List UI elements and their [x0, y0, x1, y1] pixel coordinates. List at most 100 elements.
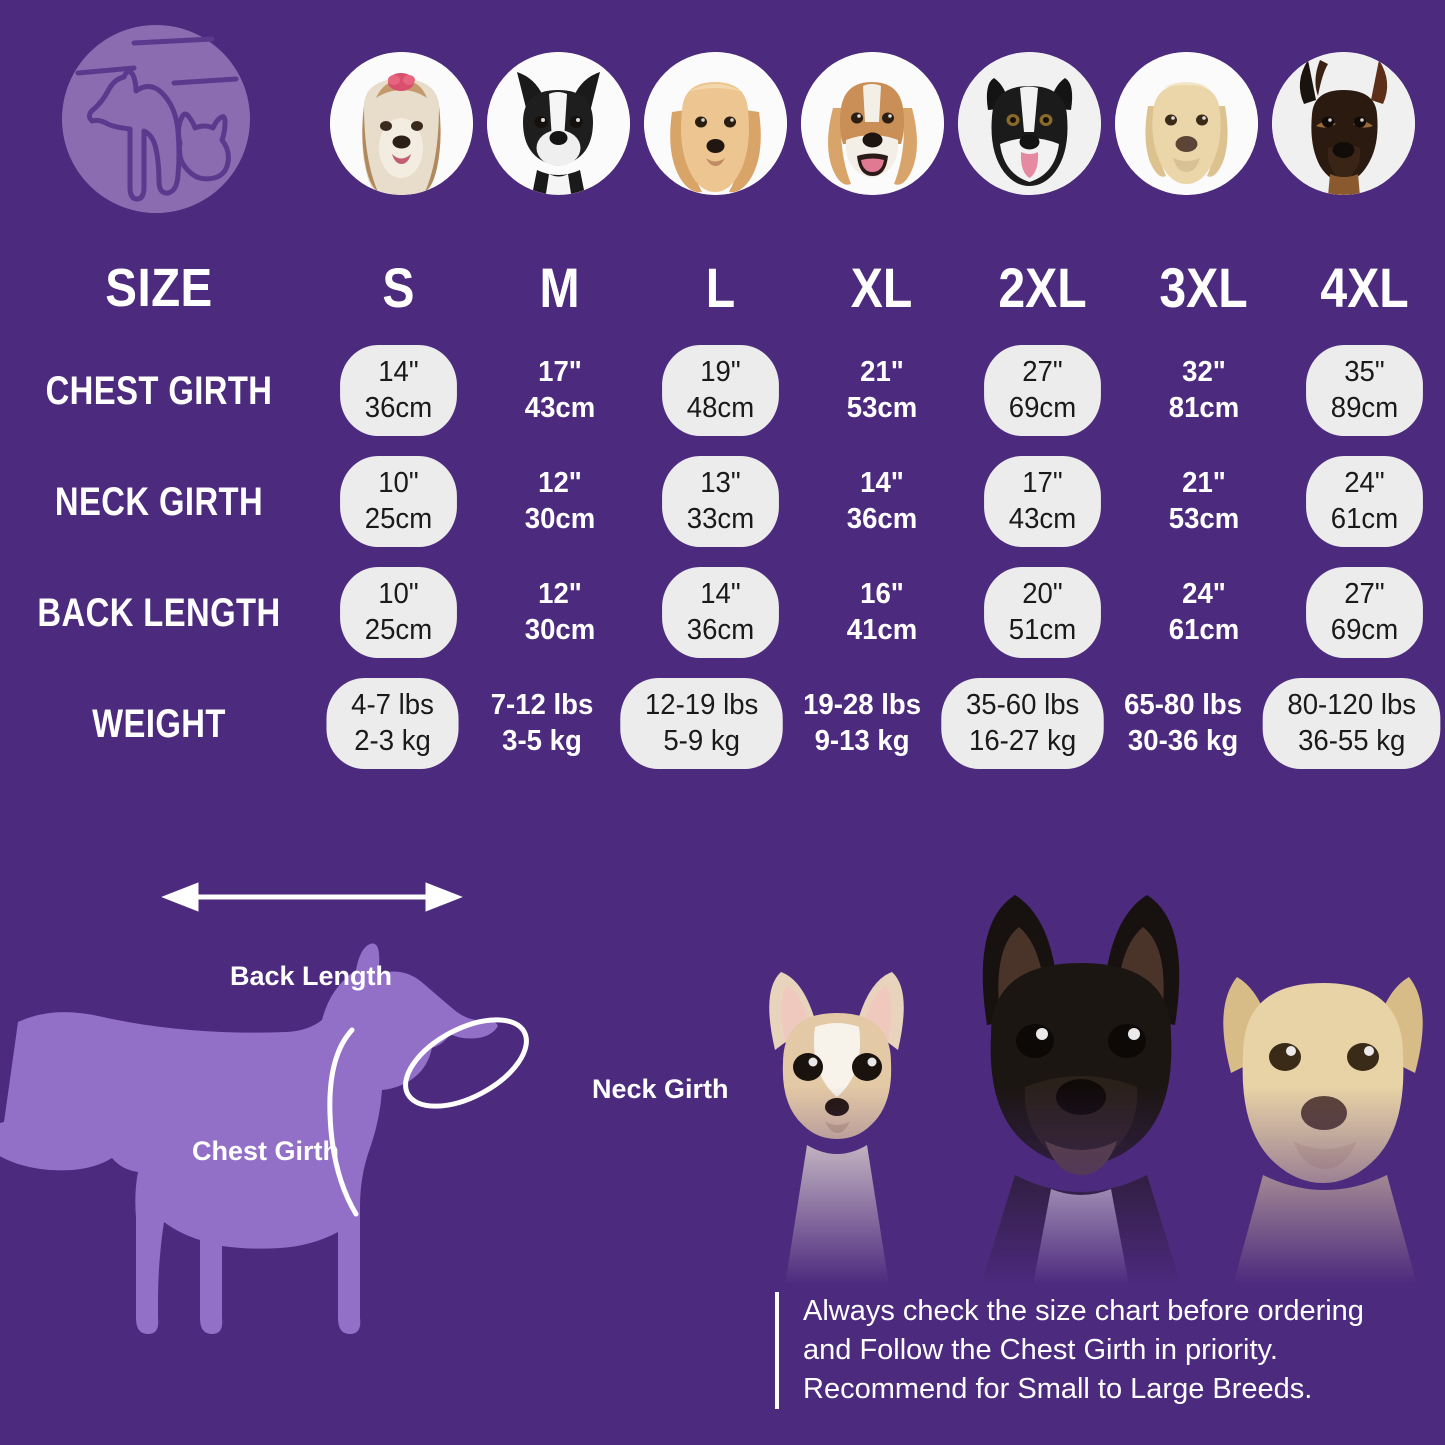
row-label-back-length: BACK LENGTH [37, 590, 281, 635]
table-row: WEIGHT 4-7 lbs 2-3 kg 7-12 lbs 3-5 kg 12… [0, 668, 1445, 779]
value-imperial: 12-19 lbs [645, 689, 759, 722]
value-imperial: 65-80 lbs [1123, 689, 1242, 722]
cell-neck-girth-xl: 14" 36cm [801, 456, 962, 547]
table-row: CHEST GIRTH 14" 36cm 17" 43cm 19" 48cm 2… [0, 335, 1445, 446]
breed-photo-beagle [801, 51, 944, 195]
value-metric: 9-13 kg [814, 724, 910, 757]
cell-chest-girth-2xl: 27" 69cm [962, 345, 1123, 436]
row-label-weight: WEIGHT [92, 701, 226, 746]
breed-photo-shih-tzu [330, 51, 473, 195]
column-header-m: M [539, 255, 580, 319]
cell-weight-l: 12-19 lbs 5-9 kg [616, 678, 787, 769]
table-row: NECK GIRTH 10" 25cm 12" 30cm 13" 33cm 14… [0, 446, 1445, 557]
diagram-label-chest-girth: Chest Girth [192, 1136, 340, 1166]
cell-chest-girth-m: 17" 43cm [479, 345, 640, 436]
dog-cat-logo-icon [62, 25, 250, 213]
value-imperial: 32" [1181, 356, 1226, 389]
value-imperial: 14" [859, 467, 904, 500]
value-imperial: 27" [1022, 356, 1063, 389]
column-header-s: S [382, 255, 415, 319]
breed-photo-boston-terrier [487, 51, 630, 195]
value-imperial: 24" [1181, 578, 1226, 611]
breed-photo-labrador-retriever [1115, 51, 1258, 195]
cell-chest-girth-3xl: 32" 81cm [1123, 345, 1284, 436]
value-metric: 25cm [364, 502, 433, 535]
cell-chest-girth-4xl: 35" 89cm [1284, 345, 1445, 436]
value-metric: 43cm [1008, 502, 1077, 535]
diagram-label-back-length: Back Length [230, 961, 393, 991]
size-corner-label: SIZE [105, 257, 213, 318]
value-metric: 33cm [686, 502, 755, 535]
cell-back-length-2xl: 20" 51cm [962, 567, 1123, 658]
value-imperial: 19-28 lbs [803, 689, 922, 722]
cell-weight-3xl: 65-80 lbs 30-36 kg [1108, 678, 1257, 769]
value-imperial: 4-7 lbs [351, 689, 434, 722]
note-line-2: and Follow the Chest Girth in priority. [803, 1333, 1278, 1366]
value-metric: 53cm [846, 391, 917, 424]
value-imperial: 20" [1022, 578, 1063, 611]
measurement-diagram [0, 840, 760, 1400]
cell-weight-2xl: 35-60 lbs 16-27 kg [937, 678, 1108, 769]
cell-neck-girth-l: 13" 33cm [640, 456, 801, 547]
value-metric: 36cm [846, 502, 917, 535]
cell-chest-girth-s: 14" 36cm [318, 345, 479, 436]
value-imperial: 14" [378, 356, 419, 389]
top-bar [0, 0, 1445, 230]
value-imperial: 10" [378, 578, 419, 611]
cell-neck-girth-2xl: 17" 43cm [962, 456, 1123, 547]
value-imperial: 27" [1344, 578, 1385, 611]
column-header-3xl: 3XL [1159, 255, 1248, 319]
value-metric: 69cm [1330, 613, 1399, 646]
value-metric: 53cm [1168, 502, 1239, 535]
breed-photo-doberman-pinscher [1272, 51, 1415, 195]
column-header-l: L [705, 255, 736, 319]
value-imperial: 12" [537, 467, 582, 500]
value-imperial: 24" [1344, 467, 1385, 500]
value-imperial: 21" [1181, 467, 1226, 500]
value-imperial: 7-12 lbs [490, 689, 594, 722]
value-imperial: 35" [1344, 356, 1385, 389]
cell-neck-girth-m: 12" 30cm [479, 456, 640, 547]
cell-back-length-xl: 16" 41cm [801, 567, 962, 658]
value-metric: 36cm [364, 391, 433, 424]
value-metric: 16-27 kg [969, 724, 1077, 757]
value-metric: 36-55 kg [1297, 724, 1405, 757]
value-metric: 43cm [524, 391, 595, 424]
column-header-2xl: 2XL [998, 255, 1087, 319]
value-imperial: 80-120 lbs [1286, 689, 1416, 722]
table-row: BACK LENGTH 10" 25cm 12" 30cm 14" 36cm 1… [0, 557, 1445, 668]
value-imperial: 19" [700, 356, 741, 389]
table-header-row: SIZE S M L XL 2XL 3XL 4XL [0, 240, 1445, 335]
cell-chest-girth-l: 19" 48cm [640, 345, 801, 436]
cell-neck-girth-s: 10" 25cm [318, 456, 479, 547]
bottom-breed-photos [715, 845, 1445, 1285]
value-imperial: 16" [859, 578, 904, 611]
cell-back-length-m: 12" 30cm [479, 567, 640, 658]
value-metric: 51cm [1008, 613, 1077, 646]
cell-weight-m: 7-12 lbs 3-5 kg [467, 678, 616, 769]
value-imperial: 13" [700, 467, 741, 500]
cell-weight-4xl: 80-120 lbs 36-55 kg [1258, 678, 1445, 769]
value-imperial: 17" [537, 356, 582, 389]
breed-photo-border-collie [958, 51, 1101, 195]
value-metric: 3-5 kg [502, 724, 582, 757]
breed-photo-cocker-spaniel [644, 51, 787, 195]
cell-back-length-4xl: 27" 69cm [1284, 567, 1445, 658]
photo-chihuahua [769, 972, 904, 1285]
value-metric: 41cm [846, 613, 917, 646]
value-metric: 89cm [1330, 391, 1399, 424]
value-metric: 81cm [1168, 391, 1239, 424]
value-metric: 48cm [686, 391, 755, 424]
diagram-label-neck-girth: Neck Girth [592, 1074, 729, 1104]
value-metric: 30-36 kg [1127, 724, 1239, 757]
photo-french-bulldog [981, 895, 1181, 1285]
size-chart-table: SIZE S M L XL 2XL 3XL 4XL CHEST GIRTH 14… [0, 240, 1445, 779]
cell-weight-s: 4-7 lbs 2-3 kg [318, 678, 467, 769]
value-metric: 5-9 kg [663, 724, 741, 757]
value-metric: 30cm [524, 613, 595, 646]
column-header-4xl: 4XL [1320, 255, 1409, 319]
value-imperial: 35-60 lbs [965, 689, 1080, 722]
cell-chest-girth-xl: 21" 53cm [801, 345, 962, 436]
ordering-note: Always check the size chart before order… [775, 1292, 1415, 1409]
row-label-neck-girth: NECK GIRTH [54, 479, 264, 524]
